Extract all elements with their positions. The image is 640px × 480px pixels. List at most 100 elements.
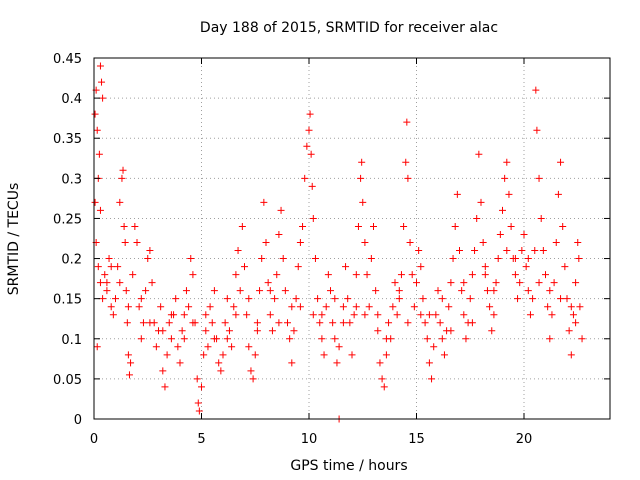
- data-point: [91, 110, 99, 118]
- data-point: [167, 335, 175, 343]
- data-point: [124, 303, 132, 311]
- data-point: [232, 311, 240, 319]
- data-point: [542, 271, 549, 279]
- data-point: [354, 222, 362, 230]
- data-point: [264, 279, 272, 287]
- data-point: [223, 295, 231, 303]
- data-point: [385, 319, 393, 327]
- data-point: [146, 319, 154, 327]
- data-point: [303, 142, 311, 150]
- data-point: [453, 190, 461, 198]
- data-point: [116, 279, 124, 287]
- data-point: [299, 222, 307, 230]
- data-point: [352, 303, 360, 311]
- data-point: [438, 335, 446, 343]
- data-point: [520, 230, 528, 238]
- data-point: [374, 327, 382, 335]
- data-point: [559, 222, 567, 230]
- data-point: [245, 343, 253, 351]
- data-point: [309, 311, 317, 319]
- data-point: [358, 158, 366, 166]
- data-point: [475, 150, 483, 158]
- data-point: [335, 343, 343, 351]
- y-tick-label: 0.35: [53, 132, 82, 147]
- data-point: [208, 319, 216, 327]
- data-point: [432, 311, 440, 319]
- data-point: [256, 287, 264, 295]
- plot-frame: [93, 57, 611, 420]
- data-point: [511, 271, 519, 279]
- data-point: [535, 174, 543, 182]
- data-point: [152, 343, 160, 351]
- data-point: [359, 198, 367, 206]
- data-point: [114, 263, 122, 271]
- data-point: [137, 295, 145, 303]
- data-point: [122, 287, 130, 295]
- data-point: [440, 351, 448, 359]
- data-point: [144, 255, 152, 263]
- data-point: [290, 327, 298, 335]
- data-point: [370, 222, 377, 230]
- data-point: [284, 319, 291, 327]
- data-point: [365, 303, 373, 311]
- data-point: [417, 311, 425, 319]
- y-tick-label: 0.2: [61, 253, 82, 268]
- data-point: [99, 94, 107, 102]
- data-point: [206, 303, 214, 311]
- data-point: [503, 158, 511, 166]
- data-point: [94, 263, 102, 271]
- data-point: [481, 263, 489, 271]
- data-point: [93, 343, 101, 351]
- data-point: [557, 295, 565, 303]
- data-point: [374, 311, 382, 319]
- data-point: [266, 311, 274, 319]
- data-point: [331, 335, 339, 343]
- data-point: [103, 279, 111, 287]
- data-point: [539, 247, 547, 255]
- data-point: [488, 327, 496, 335]
- data-point: [308, 182, 316, 190]
- data-point: [96, 62, 104, 70]
- data-point: [550, 279, 558, 287]
- data-point: [99, 295, 107, 303]
- data-point: [195, 407, 203, 415]
- data-point: [217, 367, 225, 375]
- data-point: [462, 335, 470, 343]
- data-point: [531, 247, 539, 255]
- data-point: [159, 327, 167, 335]
- data-point: [232, 271, 240, 279]
- data-point: [253, 327, 261, 335]
- data-point: [316, 319, 324, 327]
- data-point: [121, 239, 129, 247]
- x-tick-label: 0: [90, 432, 98, 447]
- data-point: [524, 287, 532, 295]
- data-point: [236, 287, 244, 295]
- data-point: [352, 271, 360, 279]
- data-point: [473, 214, 481, 222]
- data-point: [107, 303, 115, 311]
- y-tick-label: 0.1: [61, 333, 82, 348]
- data-point: [376, 359, 384, 367]
- data-point: [163, 351, 171, 359]
- data-point: [572, 319, 580, 327]
- data-point: [363, 271, 371, 279]
- data-point: [430, 343, 438, 351]
- data-point: [438, 295, 446, 303]
- data-point: [219, 351, 227, 359]
- data-point: [421, 319, 429, 327]
- data-point: [576, 303, 584, 311]
- data-point: [417, 263, 425, 271]
- data-point: [563, 295, 571, 303]
- data-point: [204, 343, 212, 351]
- data-point: [322, 303, 330, 311]
- data-point: [339, 319, 347, 327]
- data-point: [572, 279, 580, 287]
- data-point: [490, 311, 498, 319]
- data-point: [575, 255, 583, 263]
- data-point: [187, 255, 195, 263]
- data-point: [434, 287, 442, 295]
- y-tick-label: 0.4: [61, 92, 82, 107]
- data-point: [331, 295, 339, 303]
- data-point: [460, 279, 468, 287]
- data-point: [277, 206, 285, 214]
